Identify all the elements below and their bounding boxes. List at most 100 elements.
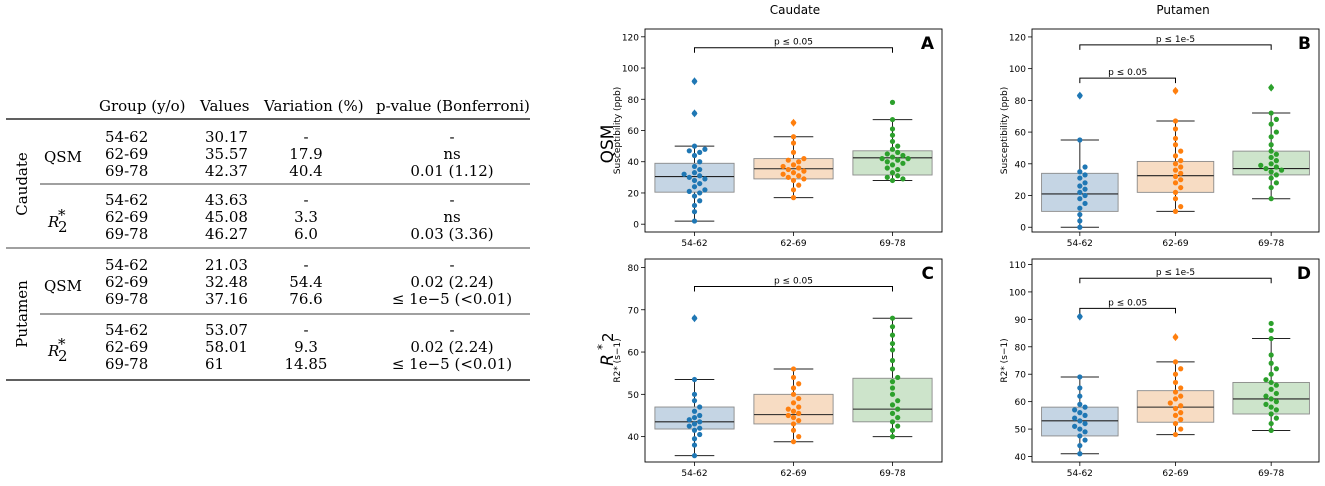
svg-text:37.16: 37.16 [205, 290, 248, 308]
data-point [801, 176, 807, 182]
data-point [889, 410, 896, 416]
data-point [1268, 404, 1274, 410]
data-point [1178, 385, 1184, 391]
svg-text:61: 61 [205, 355, 224, 373]
data-point [790, 195, 797, 201]
y-tick-label: 60 [628, 349, 640, 359]
data-point [1273, 158, 1279, 164]
significance-bracket [1079, 77, 1176, 84]
svg-text:3.3: 3.3 [294, 208, 318, 226]
table-row: 69-78 37.16 76.6 ≤ 1e−5 (<0.01) [105, 290, 512, 308]
table-row: 69-78 61 14.85 ≤ 1e−5 (<0.01) [105, 355, 512, 373]
data-point [790, 400, 797, 406]
data-point [1273, 382, 1279, 388]
data-point [889, 132, 896, 138]
header-pvalue: p-value (Bonferroni) [376, 97, 530, 115]
table-row: 62-69 45.08 3.3 ns [105, 208, 461, 226]
data-point [1178, 416, 1184, 423]
y-tick-label: 20 [628, 189, 640, 199]
y-tick-label: 70 [1015, 371, 1027, 381]
data-point [895, 423, 901, 429]
x-tick-label: 69-78 [879, 239, 905, 249]
data-point [889, 324, 896, 330]
svg-text:21.03: 21.03 [205, 256, 248, 274]
data-point [1273, 172, 1279, 178]
data-point [900, 160, 906, 166]
data-point [1263, 165, 1269, 172]
data-point [1172, 135, 1179, 142]
data-point [895, 173, 901, 179]
y-tick-label: 80 [628, 96, 640, 106]
data-point [1077, 410, 1083, 416]
data-point [1077, 183, 1083, 189]
data-point [1172, 196, 1179, 202]
data-point [1077, 189, 1083, 195]
data-point [1072, 423, 1078, 429]
data-point [1072, 407, 1078, 413]
data-point [785, 406, 791, 412]
data-point [691, 414, 698, 421]
x-tick-label: 69-78 [1258, 469, 1284, 479]
data-point [1178, 366, 1184, 372]
data-point [1082, 186, 1088, 192]
svg-text:R: R [47, 342, 59, 360]
data-point [1268, 327, 1274, 333]
svg-text:30.17: 30.17 [205, 128, 248, 146]
y-axis-label: Susceptibility (ppb) [613, 87, 623, 174]
data-point [895, 374, 901, 381]
data-point [1268, 420, 1274, 427]
svg-text:17.9: 17.9 [289, 145, 322, 163]
svg-text:R: R [598, 354, 618, 366]
box-54-62 [654, 314, 735, 457]
x-tick-label: 62-69 [780, 469, 806, 479]
data-point [1077, 211, 1083, 218]
data-point [691, 193, 698, 199]
data-point [1077, 374, 1083, 380]
svg-text:32.48: 32.48 [205, 273, 248, 291]
data-point [1082, 172, 1088, 178]
y-tick-label: 120 [622, 33, 639, 43]
data-point [691, 110, 698, 116]
data-point [1077, 385, 1083, 391]
y-tick-label: 50 [1015, 426, 1027, 436]
data-point [889, 427, 896, 433]
y-tick-label: 100 [622, 65, 639, 75]
data-point [1072, 415, 1078, 421]
y-tick-label: 40 [1015, 453, 1027, 463]
svg-text:0.02 (2.24): 0.02 (2.24) [410, 338, 493, 356]
data-point [1178, 148, 1184, 154]
data-point [790, 408, 797, 414]
data-point [1273, 415, 1279, 421]
data-point [900, 152, 906, 159]
y-tick-label: 50 [628, 391, 640, 401]
data-point [1077, 433, 1083, 439]
data-point [1077, 205, 1083, 211]
panel-B: 0 20 40 60 80 100 120 Susceptibility (ppb) 54-62… [1000, 28, 1320, 249]
svg-text:2: 2 [599, 332, 617, 342]
svg-text:69-78: 69-78 [105, 355, 148, 373]
svg-text:40.4: 40.4 [289, 162, 322, 180]
data-point [889, 366, 896, 372]
data-point [1172, 420, 1179, 427]
x-tick-label: 69-78 [879, 469, 905, 479]
svg-text:*: * [595, 344, 609, 350]
data-point [1178, 170, 1184, 176]
significance-bracket [1079, 44, 1272, 50]
table-row: 69-78 46.27 6.0 0.03 (3.36) [105, 225, 494, 243]
data-point [1077, 401, 1083, 407]
svg-text:53.07: 53.07 [205, 321, 248, 339]
svg-text:69-78: 69-78 [105, 225, 148, 243]
y-tick-label: 120 [1009, 33, 1026, 43]
data-point [1172, 180, 1179, 186]
data-point [1077, 93, 1083, 99]
data-point [691, 376, 698, 383]
svg-text:62-69: 62-69 [105, 273, 148, 291]
data-point [796, 434, 802, 440]
data-point [697, 198, 703, 204]
header-values: Values [199, 97, 249, 115]
header-variation: Variation (%) [263, 97, 364, 115]
significance-label: p ≤ 0.05 [1108, 298, 1147, 308]
data-point [895, 157, 901, 163]
row-label-r2star: R * 2 [595, 332, 618, 365]
